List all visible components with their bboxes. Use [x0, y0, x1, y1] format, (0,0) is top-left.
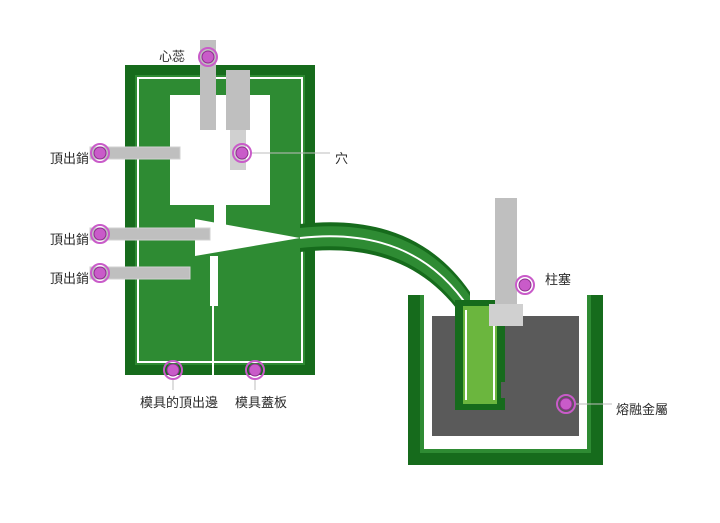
label-plunger: 柱塞 [545, 269, 571, 288]
diagram-canvas: 心蕊穴頂出銷頂出銷頂出銷模具的頂出邊模具蓋板柱塞熔融金屬 [0, 0, 720, 523]
label-ej1: 頂出銷 [50, 148, 89, 167]
label-molten: 熔融金屬 [616, 399, 668, 418]
label-core: 心蕊 [159, 46, 185, 65]
label-cavity: 穴 [335, 148, 348, 167]
label-ej3: 頂出銷 [50, 268, 89, 287]
diagram-svg [0, 0, 720, 523]
label-cover_half: 模具蓋板 [235, 392, 287, 411]
label-eject_half: 模具的頂出邊 [140, 392, 218, 411]
label-ej2: 頂出銷 [50, 229, 89, 248]
